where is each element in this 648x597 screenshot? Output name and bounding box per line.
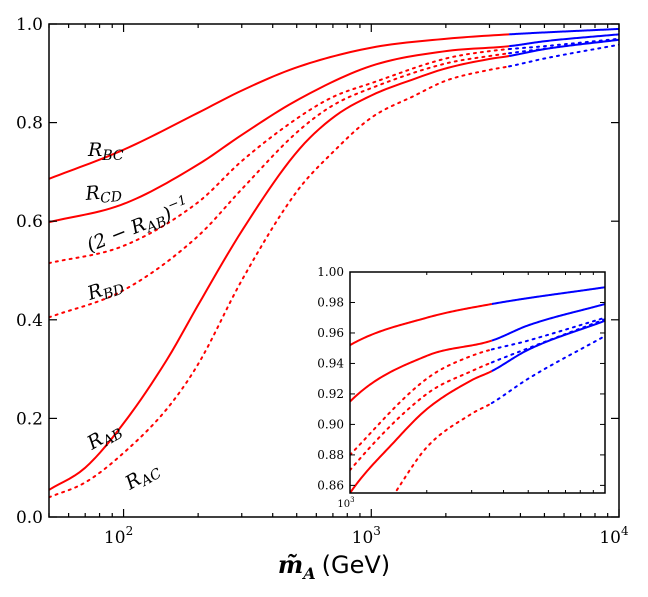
y-tick-label: 0.0 <box>16 508 43 528</box>
series-line-rab-low <box>49 55 510 491</box>
inset-frame <box>349 271 606 494</box>
y-tick-label: 0.6 <box>16 212 43 232</box>
inset-series-line-rcd-low <box>350 339 493 403</box>
inset-x-tick-label: 103 <box>337 496 354 510</box>
series-line-rbc-high <box>509 27 619 36</box>
curve-label-rcd: RCD <box>84 180 123 208</box>
inset-plot: 0.86 0.88 0.90 0.92 0.94 0.96 0.98 1.00 103 <box>317 265 606 510</box>
inset-series-line-rac-low <box>393 402 493 493</box>
series-line-rab-high <box>508 38 619 58</box>
series-line-rcd-high <box>508 33 619 48</box>
y-tick-label: 1.0 <box>16 15 43 35</box>
curve-label-rab: RAB <box>83 418 126 458</box>
x-tick-label: 104 <box>599 524 629 548</box>
inset-y-tick-label: 0.98 <box>317 295 344 309</box>
inset-y-tick-label: 0.94 <box>317 356 344 370</box>
inset-y-tick-label: 0.86 <box>317 478 344 492</box>
inset-y-tick-label: 0.90 <box>317 417 344 431</box>
inset-series-line-rbd-low <box>350 361 493 472</box>
y-tick-label: 0.8 <box>16 114 43 134</box>
series-line-rac-high <box>508 43 619 68</box>
curve-label-rbc: RBC <box>87 139 124 164</box>
inset-series-line-rcd-high <box>491 303 605 342</box>
inset-series-line-rbc-high <box>491 286 605 305</box>
inset-series-line-2rab1-low <box>350 348 493 456</box>
main-plot: 0.0 0.2 0.4 0.6 0.8 1.0 102 103 104 m̃A (GeV) <box>16 15 629 583</box>
inset-series-line-rab-low <box>350 370 493 493</box>
inset-series-line-rab-high <box>491 319 605 372</box>
series-line-2rab1-low <box>49 48 511 265</box>
series-line-rbc-low <box>49 33 510 180</box>
inset-y-tick-label: 0.92 <box>317 387 344 401</box>
series-line-rcd-low <box>49 45 510 224</box>
inset-series-line-rac-high <box>490 335 605 405</box>
y-tick-label: 0.2 <box>16 409 43 429</box>
inset-series-line-rbc-low <box>350 303 493 347</box>
plot-frame <box>48 23 620 518</box>
y-tick-label: 0.4 <box>16 311 43 331</box>
curve-label-rac: RAC <box>121 458 165 498</box>
inset-y-tick-label: 1.00 <box>317 265 344 279</box>
inset-y-tick-label: 0.96 <box>317 326 344 340</box>
curve-label-rbd: RBD <box>84 273 127 308</box>
series-line-rac-low <box>49 65 511 499</box>
inset-series-line-rbd-high <box>490 318 605 364</box>
x-axis-label: m̃A (GeV) <box>278 550 390 583</box>
inset-series-line-2rab1-high <box>490 316 605 351</box>
x-tick-label: 103 <box>352 524 381 548</box>
x-tick-label: 102 <box>104 524 133 548</box>
inset-y-tick-label: 0.88 <box>317 448 344 462</box>
